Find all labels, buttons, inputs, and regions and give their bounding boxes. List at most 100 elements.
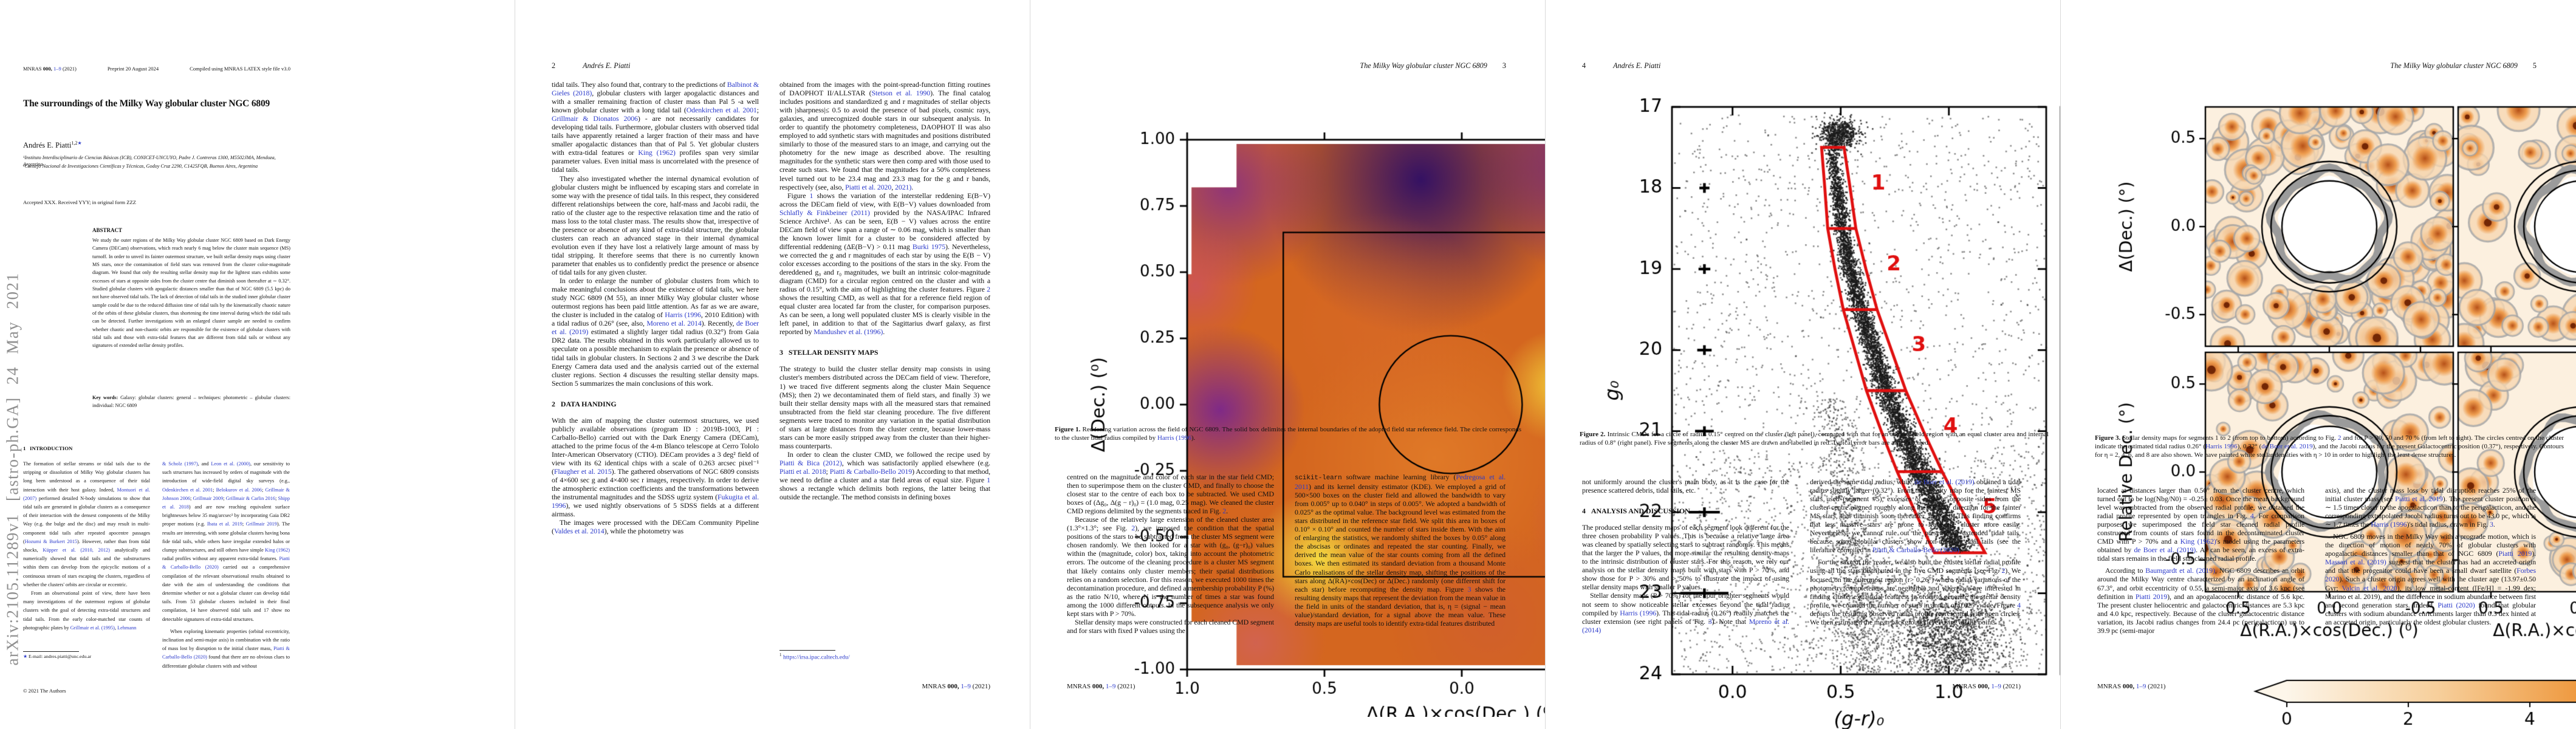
citation-link[interactable]: 2021) bbox=[895, 182, 912, 191]
citation-link[interactable]: Harris 1996 bbox=[2205, 443, 2238, 451]
pages-link[interactable]: 1–9 bbox=[961, 683, 971, 690]
figure-ref-link[interactable]: 2 bbox=[1222, 507, 1227, 516]
paragraph: With the aim of mapping the cluster oute… bbox=[552, 416, 759, 519]
citation-link[interactable]: de Boer et al. (2019) bbox=[2134, 546, 2196, 555]
page1-left-column: The formation of stellar streams or tida… bbox=[23, 460, 150, 666]
citation-link[interactable]: Piatti & Carballo-Bello 2019 bbox=[829, 467, 913, 476]
pages-link[interactable]: 1–9 bbox=[1105, 683, 1116, 690]
journal-ref: MNRAS 000, 1–9 (2021) bbox=[23, 66, 77, 72]
running-head-author: Andrés E. Piatti bbox=[583, 61, 631, 70]
citation-link[interactable]: Lehmann bbox=[117, 625, 137, 631]
running-head-author: Andrés E. Piatti bbox=[1613, 61, 1661, 70]
citation-link[interactable]: Harris (1996 bbox=[665, 310, 701, 320]
citation-link[interactable]: Piatti & Carballo-Bello (2020) bbox=[162, 556, 290, 570]
citation-link[interactable]: Mandushev et al. (1996) bbox=[814, 327, 883, 337]
page3-right-column: scikit-learn software machine learning l… bbox=[1295, 473, 1506, 666]
citation-link[interactable]: Schlafly & Finkbeiner (2011) bbox=[779, 208, 870, 217]
running-head: 2 Andrés E. Piatti bbox=[552, 61, 630, 70]
citation-link[interactable]: Piatti et al. 2020 bbox=[845, 182, 892, 191]
figure-ref-link[interactable]: 3 bbox=[1708, 617, 1712, 626]
figure-ref-link[interactable]: 1 bbox=[809, 191, 814, 200]
paragraph: located at distances larger than 0.50° f… bbox=[2097, 486, 2304, 563]
citation-link[interactable]: Grillmair & Johnson 2006 bbox=[162, 487, 290, 501]
figure-ref-link[interactable]: 3 bbox=[1467, 584, 1471, 594]
citation-link[interactable]: Balbinot & Gieles (2018) bbox=[552, 80, 759, 98]
citation-link[interactable]: de Boer et al. (2019) bbox=[1914, 477, 1975, 486]
page2-right-column: obtained from the images with the point-… bbox=[779, 80, 990, 627]
citation-link[interactable]: Piatti 2019 bbox=[2135, 592, 2168, 601]
figure-1-caption: Figure 1. Reddening variation across the… bbox=[1055, 425, 1521, 442]
figure-ref-link[interactable]: 2 bbox=[1131, 524, 1136, 533]
citation-link[interactable]: Fukugita et al. 1996 bbox=[552, 493, 759, 510]
paragraph: The images were processed with the DECam… bbox=[552, 518, 759, 536]
citation-link[interactable]: Grillmair & Dionatos 2006 bbox=[552, 114, 638, 123]
citation-link[interactable]: Ibata et al. 2019 bbox=[207, 521, 242, 527]
affiliation-1: ¹Instituto Interdisciplinario de Ciencia… bbox=[23, 155, 276, 167]
figure-ref-link[interactable]: 1 bbox=[987, 476, 990, 485]
footnote-star: ★ bbox=[23, 654, 27, 659]
figure-2-cmd-canvas bbox=[1580, 83, 2061, 729]
citation-link[interactable]: Hozumi & Burkert 2015 bbox=[24, 538, 77, 544]
citation-link[interactable]: Grillmair 2019 bbox=[245, 521, 277, 527]
pages-link[interactable]: 1–9 bbox=[53, 66, 61, 72]
citation-link[interactable]: King (1962) bbox=[638, 148, 676, 157]
citation-link[interactable]: Grillmair 2009 bbox=[193, 495, 224, 501]
citation-link[interactable]: Massari et al. (2019) bbox=[2325, 558, 2386, 567]
citation-link[interactable]: King (1962) bbox=[2180, 537, 2216, 546]
citation-link[interactable]: Montuori et al. (2007) bbox=[23, 487, 150, 501]
citation-link[interactable]: Pedregosa et al. 2011 bbox=[1295, 473, 1506, 491]
citation-link[interactable]: Moreno et al. 2014 bbox=[646, 319, 702, 328]
citation-link[interactable]: Harris (1996 bbox=[1157, 434, 1191, 442]
citation-link[interactable]: Odenkirchen et al. 2001 bbox=[686, 106, 757, 115]
footnote-email[interactable]: E-mail: andres.piatti@unc.edu.ar bbox=[28, 654, 92, 659]
affiliation-2: ²Consejo Nacional de Investigaciones Cie… bbox=[23, 163, 258, 169]
citation-link[interactable]: Forbes 2020 bbox=[2325, 566, 2536, 584]
citation-link[interactable]: Valcin et al. 2020 bbox=[2341, 583, 2397, 592]
citation-link[interactable]: Leon et al. (2000) bbox=[211, 461, 250, 467]
citation-link[interactable]: de Boer et al. (2019) bbox=[552, 319, 759, 337]
citation-link[interactable]: Odenkirchen et al. 2001 bbox=[162, 487, 213, 493]
page-4: 4 Andrés E. Piatti Figure 2. Intrinsic C… bbox=[1546, 0, 2061, 729]
citation-link[interactable]: Burki 1975 bbox=[912, 242, 946, 251]
citation-link[interactable]: Stetson et al. 1990 bbox=[871, 89, 931, 98]
citation-link[interactable]: Piatti 2019 bbox=[2498, 549, 2532, 558]
figure-ref-link[interactable]: 3 bbox=[2489, 520, 2493, 529]
paragraph: For the sake of the reader, we also buil… bbox=[1810, 558, 2021, 626]
figure-ref-link[interactable]: 4 bbox=[2017, 600, 2021, 609]
citation-link[interactable]: Shipp et al. 2018 bbox=[162, 495, 290, 510]
citation-link[interactable]: Küpper et al. (2010, 2012) bbox=[43, 547, 110, 553]
page5-right-column: axis), and the cluster mass loss by tida… bbox=[2325, 486, 2536, 680]
citation-link[interactable]: Harris (1996 bbox=[1620, 608, 1657, 617]
figure-ref-link[interactable]: 2 bbox=[2001, 566, 2006, 575]
citation-link[interactable]: Flaugher et al. 2015 bbox=[553, 467, 612, 476]
citation-link[interactable]: Harris (1996 bbox=[2371, 520, 2407, 529]
citation-link[interactable]: Moreno et al. (2014) bbox=[1582, 617, 1789, 634]
figure-3-density-maps-canvas bbox=[2092, 73, 2576, 729]
citation-link[interactable]: Piatti & Carballo-Bello (2020) bbox=[162, 646, 290, 660]
citation-link[interactable]: Piatti & Bica (2012) bbox=[779, 458, 842, 467]
figure-ref-link[interactable]: 2 bbox=[987, 285, 990, 294]
citation-link[interactable]: Piatti et al. 2018 bbox=[779, 467, 826, 476]
citation-link[interactable]: Piatti (2020) bbox=[2437, 600, 2475, 609]
pages-link[interactable]: 1–9 bbox=[2136, 683, 2146, 690]
email-star-link[interactable]: ★ bbox=[77, 140, 82, 146]
pages-link[interactable]: 1–9 bbox=[1991, 683, 2001, 690]
paragraph: The formation of stellar streams or tida… bbox=[23, 461, 150, 587]
figure-ref-link[interactable]: 2 bbox=[2337, 434, 2341, 442]
citation-link[interactable]: Grillmair et al. (1995) bbox=[70, 625, 115, 631]
citation-link[interactable]: King (1962) bbox=[265, 547, 290, 553]
running-head: The Milky Way globular cluster NGC 6809 … bbox=[1255, 61, 1506, 70]
citation-link[interactable]: Belokurov et al. 2006 bbox=[216, 487, 262, 493]
citation-link[interactable]: Piatti et al. 2019 bbox=[2395, 495, 2443, 504]
citation-link[interactable]: Piatti & Carballo-Bello (2020) bbox=[1872, 546, 1959, 555]
citation-link[interactable]: Grillmair & Carlin 2016 bbox=[225, 495, 276, 501]
citation-link[interactable]: de Boer et al. 2019 bbox=[2261, 443, 2313, 451]
citation-link[interactable]: Baumgardt et al. (2019) bbox=[2145, 566, 2215, 575]
citation-link[interactable]: & Scholz (1997) bbox=[162, 461, 198, 467]
footnote-url[interactable]: https://irsa.ipac.caltech.edu/ bbox=[783, 654, 850, 661]
paragraph: From an observational point of view, the… bbox=[23, 590, 150, 631]
arxiv-stamp: arXiv:2105.11289v1 [astro-ph.GA] 24 May … bbox=[3, 272, 22, 666]
citation-link[interactable]: Valdes et al. 2014 bbox=[553, 527, 605, 536]
figure-ref-link[interactable]: 4 bbox=[2250, 512, 2254, 521]
